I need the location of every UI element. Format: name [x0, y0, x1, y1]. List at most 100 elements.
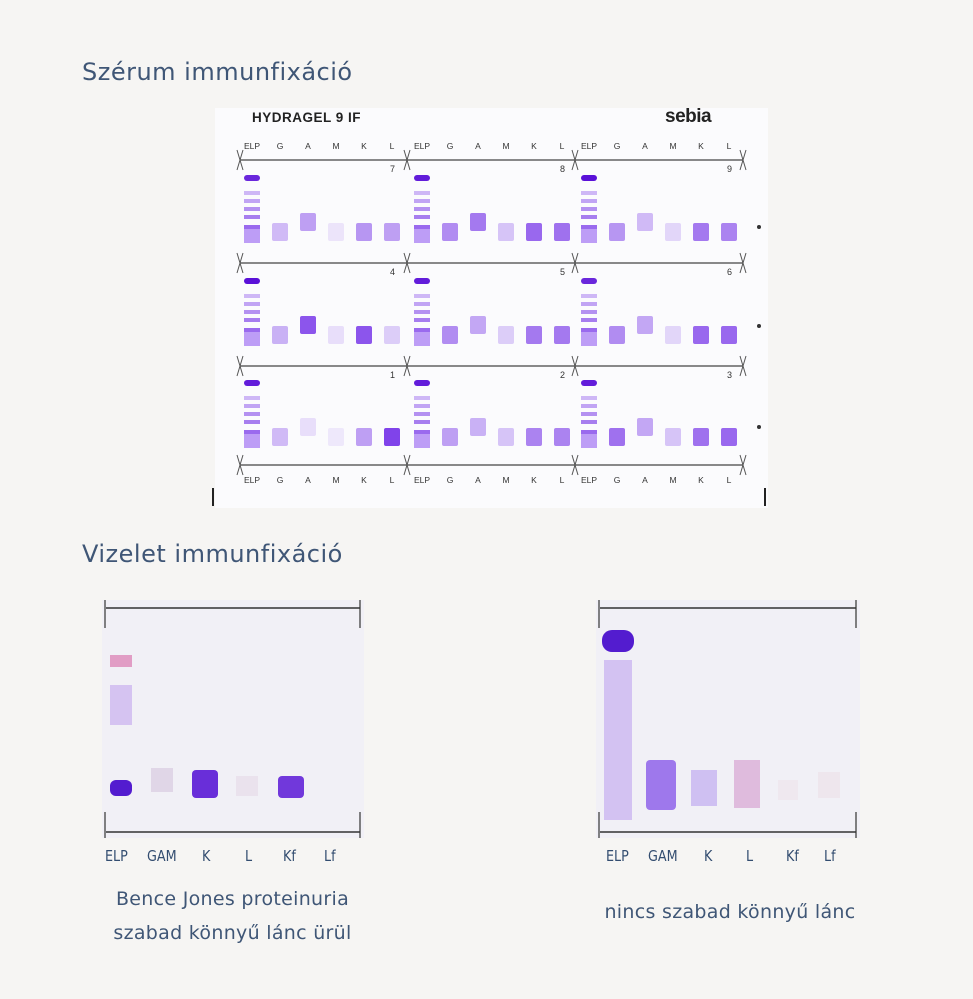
divider-arrow — [406, 454, 411, 476]
gam-band — [151, 768, 173, 792]
elp-band — [244, 412, 260, 416]
elp-band — [414, 430, 430, 434]
ifx-band — [609, 326, 625, 344]
elp-band — [244, 191, 260, 195]
lane-label-bottom: ELP — [413, 475, 431, 485]
lane-label-top: G — [446, 141, 454, 151]
sample-number: 9 — [727, 164, 733, 174]
lambda-band — [734, 760, 760, 808]
ifx-band — [356, 326, 372, 344]
gam-band — [646, 760, 676, 810]
divider-arrow — [406, 355, 411, 377]
marker-dot — [757, 425, 761, 429]
ifx-band — [384, 428, 400, 446]
divider-arrow — [742, 252, 747, 274]
lf-band — [818, 772, 840, 798]
elp-band — [414, 294, 430, 298]
elp-band — [414, 404, 430, 408]
lane-label-top: L — [726, 141, 732, 151]
divider-arrow — [742, 454, 747, 476]
lane-label-top: M — [669, 141, 677, 151]
ifx-band — [554, 428, 570, 446]
lane-label-top: ELP — [413, 141, 431, 151]
elp-band — [581, 380, 597, 386]
lane-label-top: L — [559, 141, 565, 151]
ifx-band — [300, 418, 316, 436]
left-lane-label: Lf — [324, 847, 336, 865]
sample-number: 1 — [390, 370, 396, 380]
ifx-band — [554, 223, 570, 241]
lane-label-top: K — [698, 141, 704, 151]
ifx-band — [665, 428, 681, 446]
elp-band — [244, 215, 260, 219]
kappa-band — [192, 770, 218, 798]
right-lane-label: K — [704, 847, 713, 865]
divider-arrow — [406, 252, 411, 274]
elp-band — [244, 328, 260, 332]
lane-label-top: A — [642, 141, 648, 151]
elp-band — [414, 318, 430, 322]
divider-arrow — [574, 149, 579, 171]
elp-band — [581, 302, 597, 306]
lane-label-top: K — [531, 141, 537, 151]
sample-number: 4 — [390, 267, 396, 277]
lane-label-bottom: K — [698, 475, 704, 485]
left-lane-label: ELP — [105, 847, 128, 865]
lane-label-bottom: K — [361, 475, 367, 485]
right-lane-label: Lf — [824, 847, 836, 865]
ifx-band — [721, 428, 737, 446]
elp-band — [581, 328, 597, 332]
sample-number: 2 — [560, 370, 566, 380]
elp-band — [414, 191, 430, 195]
edge-tick-right — [764, 488, 766, 506]
elp-band — [581, 175, 597, 181]
left-caption-line-2: szabad könnyű lánc ürül — [113, 922, 352, 944]
left-lane-label: L — [245, 847, 253, 865]
lane-label-top: G — [613, 141, 621, 151]
lane-label-top: ELP — [580, 141, 598, 151]
elp-band — [414, 434, 430, 448]
elp-band — [581, 294, 597, 298]
elp-band — [244, 207, 260, 211]
elp-band — [581, 191, 597, 195]
ifx-band — [384, 223, 400, 241]
elp-band — [244, 225, 260, 229]
elp-band — [414, 420, 430, 424]
sample-number: 3 — [727, 370, 733, 380]
elp-band — [414, 278, 430, 284]
sample-number: 7 — [390, 164, 396, 174]
urine-gel-left-drawing — [104, 600, 361, 838]
lane-label-top: A — [475, 141, 481, 151]
sample-number: 8 — [560, 164, 566, 174]
elp-band — [244, 434, 260, 448]
ifx-band — [328, 326, 344, 344]
serum-gel-image: HYDRAGEL 9 IF sebia ELP ELP G G A A M M K K L L ELP E… — [212, 106, 768, 508]
lane-label-bottom: M — [669, 475, 677, 485]
lane-label-bottom: L — [559, 475, 565, 485]
elp-band — [244, 229, 260, 243]
serum-gel-drawing — [236, 149, 747, 476]
ifx-band — [300, 213, 316, 231]
elp-band — [414, 302, 430, 306]
lane-label-bottom: A — [475, 475, 481, 485]
ifx-band — [665, 223, 681, 241]
serum-heading: Szérum immunfixáció — [82, 58, 353, 86]
elp-band — [602, 630, 634, 652]
ifx-band — [442, 326, 458, 344]
elp-band — [244, 310, 260, 314]
marker-dot — [757, 225, 761, 229]
left-lane-label: K — [202, 847, 211, 865]
ifx-band — [721, 223, 737, 241]
kappa-band — [691, 770, 717, 806]
elp-band — [244, 332, 260, 346]
lane-label-bottom: G — [613, 475, 621, 485]
elp-band — [581, 404, 597, 408]
right-lane-label: ELP — [606, 847, 629, 865]
ifx-band — [272, 326, 288, 344]
divider-arrow — [742, 355, 747, 377]
ifx-band — [554, 326, 570, 344]
divider-arrow — [239, 252, 244, 274]
ifx-band — [470, 316, 486, 334]
ifx-band — [637, 418, 653, 436]
lane-label-top: L — [389, 141, 395, 151]
